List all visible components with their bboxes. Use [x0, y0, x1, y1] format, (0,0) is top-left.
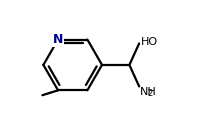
Text: N: N — [53, 33, 63, 46]
Text: HO: HO — [141, 37, 158, 47]
Text: 2: 2 — [147, 89, 153, 98]
Text: NH: NH — [140, 87, 157, 97]
